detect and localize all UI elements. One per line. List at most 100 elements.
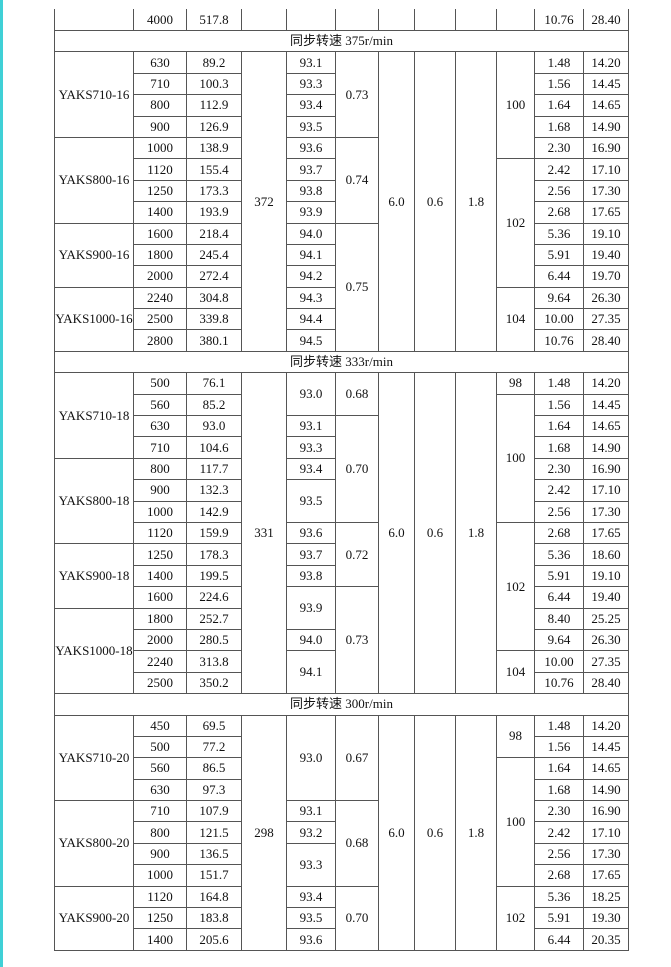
value-cell-12: 17.65: [583, 864, 629, 887]
table-cell: [335, 9, 379, 31]
efficiency-cell: 93.3: [286, 72, 336, 96]
power-cell: 1000: [133, 136, 187, 160]
value-cell-11: 1.64: [534, 94, 584, 117]
table-row: 900 126.9 93.5 1.68 14.90: [55, 115, 629, 138]
model-cell: YAKS800-20: [54, 800, 134, 887]
efficiency-cell: 94.3: [286, 286, 336, 310]
current-cell: 164.8: [186, 885, 242, 909]
efficiency-cell: 93.4: [286, 94, 336, 117]
power-cell: 2000: [133, 265, 187, 288]
power-factor-cell: 0.70: [335, 885, 379, 951]
section-header-row: 同步转速 300r/min: [54, 693, 629, 716]
value-cell-11: 10.00: [534, 308, 584, 331]
value-cell-11: 1.68: [534, 436, 584, 459]
current-cell: 151.7: [186, 864, 242, 887]
power-factor-cell: 0.74: [335, 136, 379, 224]
value-cell-12: 28.40: [583, 671, 629, 695]
efficiency-cell: 93.6: [286, 136, 336, 160]
noise-cell: 100: [496, 51, 535, 160]
table-cell: [378, 9, 415, 31]
value-cell-12: 17.10: [583, 158, 629, 181]
table-cell: [241, 9, 287, 31]
value-cell-11: 2.56: [534, 500, 584, 523]
current-cell: 77.2: [186, 735, 242, 759]
section-header-row: 同步转速 333r/min: [54, 350, 629, 374]
table-row: YAKS900-18 1250 178.3 93.7 5.36 18.60: [54, 543, 629, 609]
section-title: 同步转速 300r/min: [54, 693, 629, 716]
current-cell: 183.8: [186, 907, 242, 930]
power-factor-cell: 0.72: [335, 521, 379, 588]
value-cell-11: 2.56: [534, 842, 584, 866]
value-cell-12: 19.10: [583, 222, 629, 245]
current-cell: 93.0: [186, 415, 242, 438]
model-cell: YAKS800-18: [54, 457, 134, 545]
power-cell: 1400: [133, 564, 187, 588]
power-cell: 2500: [133, 671, 187, 695]
efficiency-cell: 93.1: [286, 51, 336, 74]
table-row: YAKS710-20 450 69.5 298 93.0 0.67 6.0 0.6 1.8 98 1…: [54, 714, 629, 951]
value-cell-11: 1.68: [534, 115, 584, 138]
efficiency-cell: 93.6: [286, 521, 336, 545]
noise-cell: 102: [496, 158, 535, 288]
value-cell-12: 26.30: [583, 286, 629, 310]
speed-cell: 372: [241, 51, 287, 352]
efficiency-cell: 93.5: [286, 907, 336, 930]
table-row: 1250 173.3 93.8 2.56 17.30: [55, 179, 629, 203]
value-cell-12: 17.30: [583, 179, 629, 203]
current-cell: 205.6: [186, 928, 242, 951]
noise-cell: 104: [496, 650, 535, 695]
value-cell-12: 26.30: [583, 628, 629, 652]
value-cell-12: 14.90: [583, 778, 629, 802]
power-cell: 2240: [133, 286, 187, 310]
table-row: YAKS900-20 1120 164.8 93.4 0.70 102 5.36 18.25: [54, 885, 629, 951]
table-cell: [455, 9, 497, 31]
power-factor-cell: 0.70: [335, 415, 379, 523]
table-row: YAKS900-16 1600 218.4 94.0 0.75 5.36 19.10: [54, 222, 629, 352]
value-cell-12: 25.25: [583, 607, 629, 630]
value-cell-11: 6.44: [534, 928, 584, 951]
noise-cell: 102: [496, 521, 535, 652]
current-cell: 76.1: [186, 372, 242, 395]
current-cell: 173.3: [186, 179, 242, 203]
current-cell: 86.5: [186, 757, 242, 780]
current-cell: 224.6: [186, 586, 242, 609]
power-factor-cell: 0.73: [335, 586, 379, 695]
current-cell: 112.9: [186, 94, 242, 117]
noise-cell: 100: [496, 393, 535, 523]
value-cell-12: 17.10: [583, 821, 629, 844]
table-row: 900 136.5 93.3 2.56 17.30: [55, 842, 629, 887]
table-row: 2000 272.4 94.2 6.44 19.70: [55, 265, 629, 288]
ratio-cell-2: 0.6: [414, 51, 456, 352]
value-cell-12: 14.65: [583, 757, 629, 780]
noise-cell: 104: [496, 286, 535, 352]
efficiency-cell: 94.1: [286, 243, 336, 267]
value-cell-11: 1.68: [534, 778, 584, 802]
value-cell-12: 19.40: [583, 243, 629, 267]
table-cell: [414, 9, 456, 31]
value-cell-11: 1.64: [534, 757, 584, 780]
value-cell-11: 10.00: [534, 650, 584, 673]
ratio-cell-3: 1.8: [455, 372, 497, 695]
power-cell: 2500: [133, 308, 187, 331]
table-cell: 28.40: [583, 9, 629, 31]
value-cell-11: 1.56: [534, 735, 584, 759]
efficiency-cell: 93.5: [286, 479, 336, 523]
current-cell: 313.8: [186, 650, 242, 673]
ratio-cell-1: 6.0: [378, 51, 415, 352]
power-cell: 710: [133, 72, 187, 96]
value-cell-11: 5.91: [534, 907, 584, 930]
efficiency-cell: 93.0: [286, 372, 336, 417]
efficiency-cell: 93.0: [286, 714, 336, 802]
table-cell: [286, 9, 336, 31]
efficiency-cell: 94.0: [286, 222, 336, 245]
speed-cell: 331: [241, 372, 287, 695]
power-cell: 630: [133, 415, 187, 438]
power-cell: 2800: [133, 329, 187, 352]
table-row: 2500 339.8 94.4 10.00 27.35: [55, 308, 629, 331]
model-cell: YAKS900-16: [54, 222, 134, 288]
current-cell: 304.8: [186, 286, 242, 310]
table-cell: [54, 9, 134, 31]
value-cell-12: 18.60: [583, 543, 629, 566]
value-cell-11: 1.48: [534, 714, 584, 737]
value-cell-11: 2.30: [534, 136, 584, 160]
